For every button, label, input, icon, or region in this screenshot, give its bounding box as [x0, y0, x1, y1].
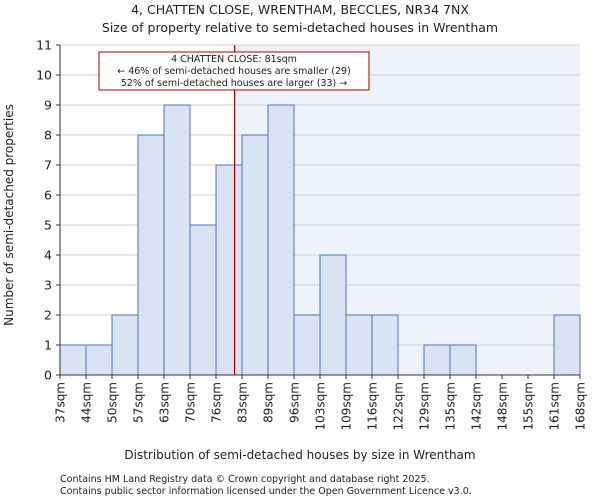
y-tick-label-1: 1: [44, 338, 52, 353]
y-tick-label-11: 11: [36, 38, 52, 53]
x-tick-label-148sqm: 148sqm: [496, 382, 510, 430]
y-tick-label-8: 8: [44, 128, 52, 143]
x-tick-label-83sqm: 83sqm: [236, 382, 250, 423]
bar-44sqm: [85, 344, 113, 376]
bar-135sqm: [449, 344, 477, 376]
x-tick-label-57sqm: 57sqm: [132, 382, 146, 423]
bar-57sqm: [137, 134, 165, 376]
bar-76sqm: [215, 164, 243, 376]
bar-96sqm: [293, 314, 321, 376]
x-tick-label-161sqm: 161sqm: [548, 382, 562, 430]
annotation-line-1: 4 CHATTEN CLOSE: 81sqm: [171, 54, 297, 65]
plot-area: 0 1 2 3 4 5 6 7 8 9 10 11 37sqm 44sqm 50sqm 57sqm 63sqm 7…: [36, 38, 587, 431]
x-tick-label-70sqm: 70sqm: [184, 382, 198, 423]
y-tick-label-9: 9: [44, 98, 52, 113]
annotation-line-3: 52% of semi-detached houses are larger (…: [121, 78, 348, 89]
y-tick-label-10: 10: [36, 68, 52, 83]
y-tick-label-4: 4: [44, 248, 52, 263]
chart-subtitle: Size of property relative to semi-detach…: [102, 20, 498, 35]
bar-83sqm: [241, 134, 269, 376]
bar-109sqm: [345, 314, 373, 376]
y-tick-label-7: 7: [44, 158, 52, 173]
annotation-line-2: ← 46% of semi-detached houses are smalle…: [117, 66, 351, 77]
bar-50sqm: [111, 314, 139, 376]
x-axis-label: Distribution of semi-detached houses by …: [124, 448, 475, 462]
y-axis-label: Number of semi-detached properties: [2, 104, 16, 326]
y-tick-label-6: 6: [44, 188, 52, 203]
bar-116sqm: [371, 314, 399, 376]
y-tick-label-2: 2: [44, 308, 52, 323]
bar-89sqm: [267, 104, 295, 376]
x-tick-label-50sqm: 50sqm: [106, 382, 120, 423]
chart-title: 4, CHATTEN CLOSE, WRENTHAM, BECCLES, NR3…: [131, 2, 469, 17]
x-tick-label-103sqm: 103sqm: [314, 382, 328, 430]
y-tick-label-5: 5: [44, 218, 52, 233]
y-tick-label-3: 3: [44, 278, 52, 293]
bar-70sqm: [189, 224, 217, 376]
x-tick-label-129sqm: 129sqm: [418, 382, 432, 430]
annotation-box: 4 CHATTEN CLOSE: 81sqm ← 46% of semi-det…: [98, 51, 370, 91]
x-tick-label-155sqm: 155sqm: [522, 382, 536, 430]
bar-129sqm: [423, 344, 451, 376]
x-tick-label-89sqm: 89sqm: [262, 382, 276, 423]
y-tick-label-0: 0: [44, 368, 52, 383]
x-tick-label-109sqm: 109sqm: [340, 382, 354, 430]
x-tick-label-76sqm: 76sqm: [210, 382, 224, 423]
annotation-frame: [98, 51, 370, 91]
bar-63sqm: [163, 104, 191, 376]
bar-161sqm: [553, 314, 581, 376]
x-tick-label-116sqm: 116sqm: [366, 382, 380, 430]
x-tick-label-142sqm: 142sqm: [470, 382, 484, 430]
x-tick-label-37sqm: 37sqm: [54, 382, 68, 423]
x-tick-label-122sqm: 122sqm: [392, 382, 406, 430]
footer-line-1: Contains HM Land Registry data © Crown c…: [60, 474, 430, 485]
x-tick-label-63sqm: 63sqm: [158, 382, 172, 423]
footer-line-2: Contains public sector information licen…: [60, 486, 472, 497]
x-tick-label-96sqm: 96sqm: [288, 382, 302, 423]
bar-103sqm: [319, 254, 347, 376]
x-tick-label-168sqm: 168sqm: [574, 382, 588, 430]
bar-37sqm: [59, 344, 87, 376]
x-tick-label-44sqm: 44sqm: [80, 382, 94, 423]
x-tick-label-135sqm: 135sqm: [444, 382, 458, 430]
